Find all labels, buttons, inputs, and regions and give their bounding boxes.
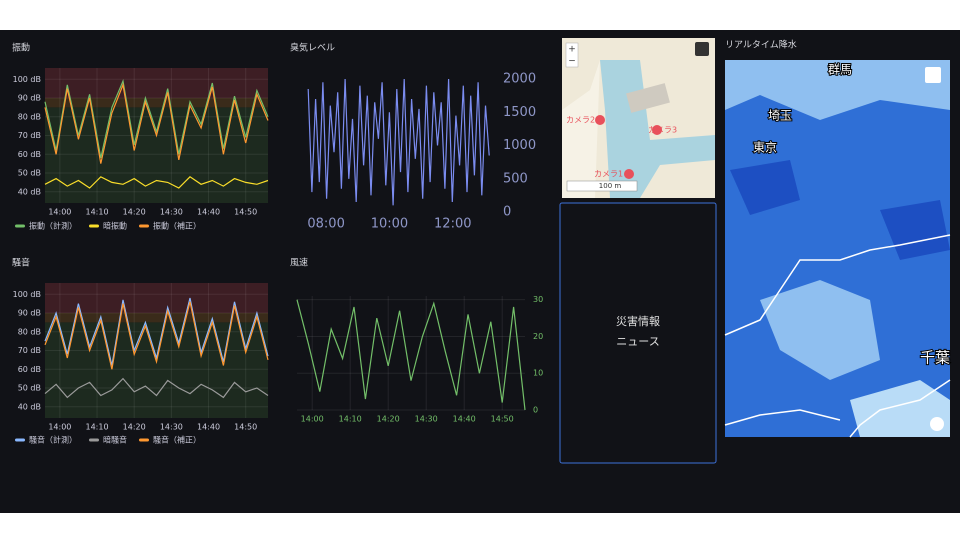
- panel-title: 騒音: [12, 257, 30, 269]
- legend-label: 騒音（計測）: [29, 435, 77, 445]
- series-line: [307, 78, 490, 206]
- series-line: [44, 301, 269, 370]
- news-text: ニュース: [616, 335, 659, 348]
- series-line: [296, 299, 526, 411]
- y-tick-label: 90 dB: [18, 94, 41, 103]
- y-tick-label: 2000: [503, 72, 536, 87]
- y-tick-label: 50 dB: [18, 384, 41, 393]
- y-tick-label: 80 dB: [18, 112, 41, 121]
- threshold-base: [45, 107, 268, 203]
- legend-swatch: [89, 438, 99, 442]
- legend-swatch: [15, 224, 25, 228]
- y-tick-label: 0: [533, 406, 538, 415]
- threshold-band: [45, 68, 268, 98]
- y-tick-label: 40 dB: [18, 402, 41, 411]
- legend-swatch: [139, 224, 149, 228]
- y-tick-label: 60 dB: [18, 365, 41, 374]
- news-panel[interactable]: [559, 202, 717, 464]
- camera-label: カメラ2: [566, 116, 595, 125]
- y-tick-label: 100 dB: [13, 75, 41, 84]
- series-line: [44, 82, 269, 164]
- x-tick-label: 14:20: [123, 423, 146, 432]
- y-tick-label: 70 dB: [18, 346, 41, 355]
- x-tick-label: 14:00: [48, 208, 71, 217]
- y-tick-label: 40 dB: [18, 187, 41, 196]
- place-label: 埼玉: [768, 109, 792, 123]
- y-tick-label: 30: [533, 295, 543, 304]
- legend-label: 暗振動: [103, 221, 127, 231]
- y-tick-label: 10: [533, 369, 543, 378]
- x-tick-label: 14:00: [301, 415, 324, 424]
- place-label: 群馬: [828, 63, 852, 77]
- x-tick-label: 14:30: [160, 208, 183, 217]
- zoom-out[interactable]: −: [568, 57, 576, 67]
- zoom-in[interactable]: +: [568, 45, 576, 55]
- camera-map[interactable]: カメラ2 カメラ3 カメラ1 100 m + −: [562, 38, 715, 198]
- x-tick-label: 08:00: [307, 217, 344, 232]
- scale-label: 100 m: [599, 182, 622, 190]
- legend-label: 振動（補正）: [153, 221, 201, 231]
- x-tick-label: 14:30: [415, 415, 438, 424]
- news-text: 災害情報: [616, 314, 660, 328]
- panel-title: リアルタイム降水: [725, 39, 797, 51]
- x-tick-label: 14:50: [234, 208, 257, 217]
- series-line: [44, 297, 269, 366]
- x-tick-label: 14:20: [123, 208, 146, 217]
- threshold-band: [45, 98, 268, 108]
- x-tick-label: 14:10: [86, 423, 109, 432]
- x-tick-label: 14:20: [377, 415, 400, 424]
- y-tick-label: 1500: [503, 105, 536, 120]
- y-tick-label: 500: [503, 171, 528, 186]
- legend-swatch: [15, 438, 25, 442]
- y-tick-label: 100 dB: [13, 290, 41, 299]
- legend-swatch: [89, 224, 99, 228]
- threshold-band: [45, 283, 268, 313]
- place-label: 東京: [753, 141, 777, 155]
- legend-swatch: [139, 438, 149, 442]
- camera-label: カメラ1: [594, 170, 623, 179]
- x-tick-label: 14:00: [48, 423, 71, 432]
- y-tick-label: 1000: [503, 138, 536, 153]
- x-tick-label: 14:10: [339, 415, 362, 424]
- rain-map[interactable]: 群馬 埼玉 東京 千葉: [724, 60, 951, 438]
- legend-label: 騒音（補正）: [153, 435, 201, 445]
- y-tick-label: 70 dB: [18, 131, 41, 140]
- x-tick-label: 14:50: [234, 423, 257, 432]
- x-tick-label: 12:00: [434, 217, 471, 232]
- place-label: 千葉: [920, 349, 950, 367]
- x-tick-label: 14:40: [453, 415, 476, 424]
- series-line: [44, 78, 269, 159]
- x-tick-label: 14:10: [86, 208, 109, 217]
- series-line: [44, 176, 269, 189]
- y-tick-label: 0: [503, 205, 511, 220]
- x-tick-label: 14:30: [160, 423, 183, 432]
- panel-title: 振動: [12, 42, 30, 54]
- x-tick-label: 10:00: [371, 217, 408, 232]
- camera-label: カメラ3: [648, 126, 677, 135]
- y-tick-label: 80 dB: [18, 327, 41, 336]
- y-tick-label: 50 dB: [18, 169, 41, 178]
- y-tick-label: 90 dB: [18, 309, 41, 318]
- y-tick-label: 20: [533, 332, 543, 341]
- series-line: [44, 377, 269, 399]
- x-tick-label: 14:40: [197, 208, 220, 217]
- x-tick-label: 14:40: [197, 423, 220, 432]
- legend-label: 振動（計測）: [29, 221, 77, 231]
- panel-title: 風速: [290, 258, 308, 269]
- x-tick-label: 14:50: [491, 415, 514, 424]
- threshold-base: [45, 322, 268, 418]
- legend-label: 暗騒音: [103, 435, 127, 445]
- threshold-band: [45, 313, 268, 323]
- panel-title: 臭気レベル: [290, 42, 335, 54]
- y-tick-label: 60 dB: [18, 150, 41, 159]
